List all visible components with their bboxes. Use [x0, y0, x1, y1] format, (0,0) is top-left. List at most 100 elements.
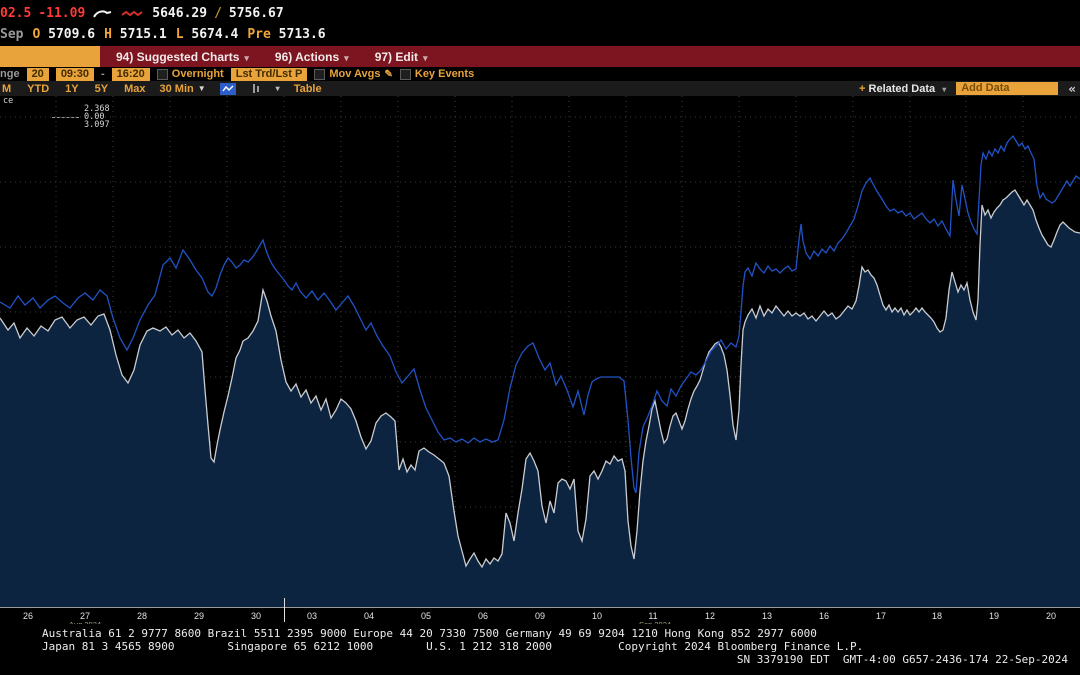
low-value: 5674.4 [191, 27, 239, 42]
legend-value: 2.368 [84, 104, 110, 114]
menu-item-0[interactable]: 94) Suggested Charts ▾ [116, 50, 249, 64]
toggle-lst-trd-lst-p[interactable]: Lst Trd/Lst P [230, 67, 308, 81]
line-chart-type-icon[interactable] [219, 82, 236, 95]
price-change: -11.09 [38, 6, 86, 21]
related-data-dropdown[interactable]: + Related Data ▾ [859, 83, 946, 95]
menu-item-2[interactable]: 97) Edit ▾ [375, 50, 428, 64]
plus-icon: + [859, 82, 866, 95]
collapse-panel-icon[interactable]: « [1068, 81, 1076, 96]
toggle-mov-avgs[interactable]: Mov Avgs ✎ [314, 68, 393, 80]
menu-item-label: 96) Actions [274, 49, 340, 64]
legend-row-2: 0.00 [0, 113, 150, 121]
period-button-1y[interactable]: 1Y [65, 82, 79, 95]
time-to-input[interactable]: 16:20 [111, 67, 150, 81]
settings-bar-items: nge 20 09:30 - 16:20 Overnight Lst Trd/Ls… [0, 67, 474, 81]
legend-value: 0.00 [84, 112, 105, 122]
add-data-input[interactable]: Add Data [956, 82, 1059, 95]
legend-value: 3.097 [84, 120, 110, 130]
annotate-icon[interactable] [92, 8, 114, 20]
bars-count-chip[interactable]: 20 [26, 67, 49, 81]
menu-item-label: 94) Suggested Charts [116, 49, 240, 64]
period-button-5y[interactable]: 5Y [94, 82, 109, 95]
chart-type-caret-icon[interactable]: ▾ [275, 84, 280, 93]
x-tick-label: 28 [136, 611, 147, 621]
zigzag-icon[interactable] [121, 8, 145, 20]
x-tick-label: 18 [931, 611, 942, 621]
checkbox-icon [399, 68, 411, 80]
x-tick-label: 29 [193, 611, 204, 621]
interval-caret-icon: ▼ [197, 84, 206, 93]
related-data-caret-icon: ▾ [942, 84, 947, 94]
x-tick-label: 05 [420, 611, 431, 621]
prev-label: Pre [247, 27, 271, 42]
quote-row-last: 02.5 -11.09 5646.29 / 5756.67 [0, 0, 1080, 24]
dashed-line-sample [52, 117, 79, 118]
x-tick-label: 26 [22, 611, 33, 621]
period-button-m[interactable]: M [2, 82, 12, 95]
x-tick-label: 30 [250, 611, 261, 621]
checkbox-icon [156, 68, 168, 80]
x-tick-label: 06 [477, 611, 488, 621]
high-value: 5715.1 [119, 27, 167, 42]
open-label: O [32, 27, 41, 42]
toggle-key-events[interactable]: Key Events [399, 68, 474, 80]
footer-contacts-line2: Japan 81 3 4565 8900 Singapore 65 6212 1… [42, 640, 864, 653]
x-tick-label: 10 [591, 611, 602, 621]
footer-contacts-line1: Australia 61 2 9777 8600 Brazil 5511 239… [42, 627, 817, 640]
x-axis: 26272829300304050609101112131617181920Au… [0, 598, 1080, 629]
menu-item-label: 97) Edit [374, 49, 419, 64]
footer-serial-line: SN 3379190 EDT GMT-4:00 G657-2436-174 22… [736, 653, 1068, 666]
candlestick-chart-type-icon[interactable] [250, 83, 262, 95]
x-tick-label: 12 [704, 611, 715, 621]
time-dash: - [100, 68, 105, 80]
last-price-line [0, 189, 1080, 569]
x-tick-label: 03 [306, 611, 317, 621]
truncated-button[interactable] [0, 46, 100, 67]
menu-bar-items: 94) Suggested Charts ▾ 96) Actions ▾ 97) Edi… [116, 46, 428, 67]
interval-value: 30 Min [159, 82, 194, 95]
contract-month: Sep [0, 27, 24, 42]
toggle-overnight[interactable]: Overnight [156, 68, 224, 80]
x-tick-label: 27 [79, 611, 90, 621]
high-label: H [104, 27, 112, 42]
x-tick-label: 17 [875, 611, 886, 621]
menu-bar: 94) Suggested Charts ▾ 96) Actions ▾ 97) Edi… [0, 46, 1080, 67]
chevron-down-icon: ▾ [344, 52, 349, 63]
menu-item-1[interactable]: 96) Actions ▾ [275, 50, 349, 64]
toggle-label: Overnight [171, 68, 224, 80]
footer: Australia 61 2 9777 8600 Brazil 5511 239… [0, 624, 1080, 675]
x-tick-label: 11 [648, 611, 658, 621]
month-separator [284, 598, 285, 622]
last-price: 02.5 [0, 6, 32, 21]
range-separator: / [214, 6, 222, 21]
checkbox-icon [314, 68, 326, 80]
comparison-line [0, 134, 1080, 494]
price-area-fill [0, 190, 1080, 607]
x-tick-label: 19 [988, 611, 999, 621]
table-button[interactable]: Table [293, 82, 322, 95]
toggle-label: Mov Avgs [329, 68, 381, 80]
period-buttons: M YTD 1Y 5Y Max [2, 83, 146, 95]
toggle-group: Overnight Lst Trd/Lst P Mov Avgs ✎ Key Event… [156, 67, 474, 81]
chip-label: Lst Trd/Lst P [230, 67, 308, 81]
interval-dropdown[interactable]: 30 Min ▼ [160, 83, 206, 95]
x-tick-label: 04 [363, 611, 374, 621]
chart-plot[interactable] [0, 96, 1080, 624]
range-low: 5646.29 [152, 6, 208, 21]
x-tick-label: 20 [1045, 611, 1056, 621]
chevron-down-icon: ▾ [244, 52, 249, 63]
legend-row-1: 2.368 [0, 104, 150, 114]
x-tick-label: 09 [534, 611, 545, 621]
low-label: L [175, 27, 184, 42]
chevron-down-icon: ▾ [423, 52, 428, 63]
range-high: 5756.67 [228, 6, 284, 21]
settings-bar: nge 20 09:30 - 16:20 Overnight Lst Trd/Ls… [0, 67, 1080, 81]
chart-legend: ce 2.368 0.00 3.097 [0, 97, 150, 130]
x-tick-label: 16 [818, 611, 829, 621]
pencil-icon: ✎ [384, 68, 393, 80]
range-field-label: nge [0, 68, 20, 80]
period-button-ytd[interactable]: YTD [27, 82, 50, 95]
time-from-input[interactable]: 09:30 [55, 67, 94, 81]
period-button-max[interactable]: Max [124, 82, 146, 95]
